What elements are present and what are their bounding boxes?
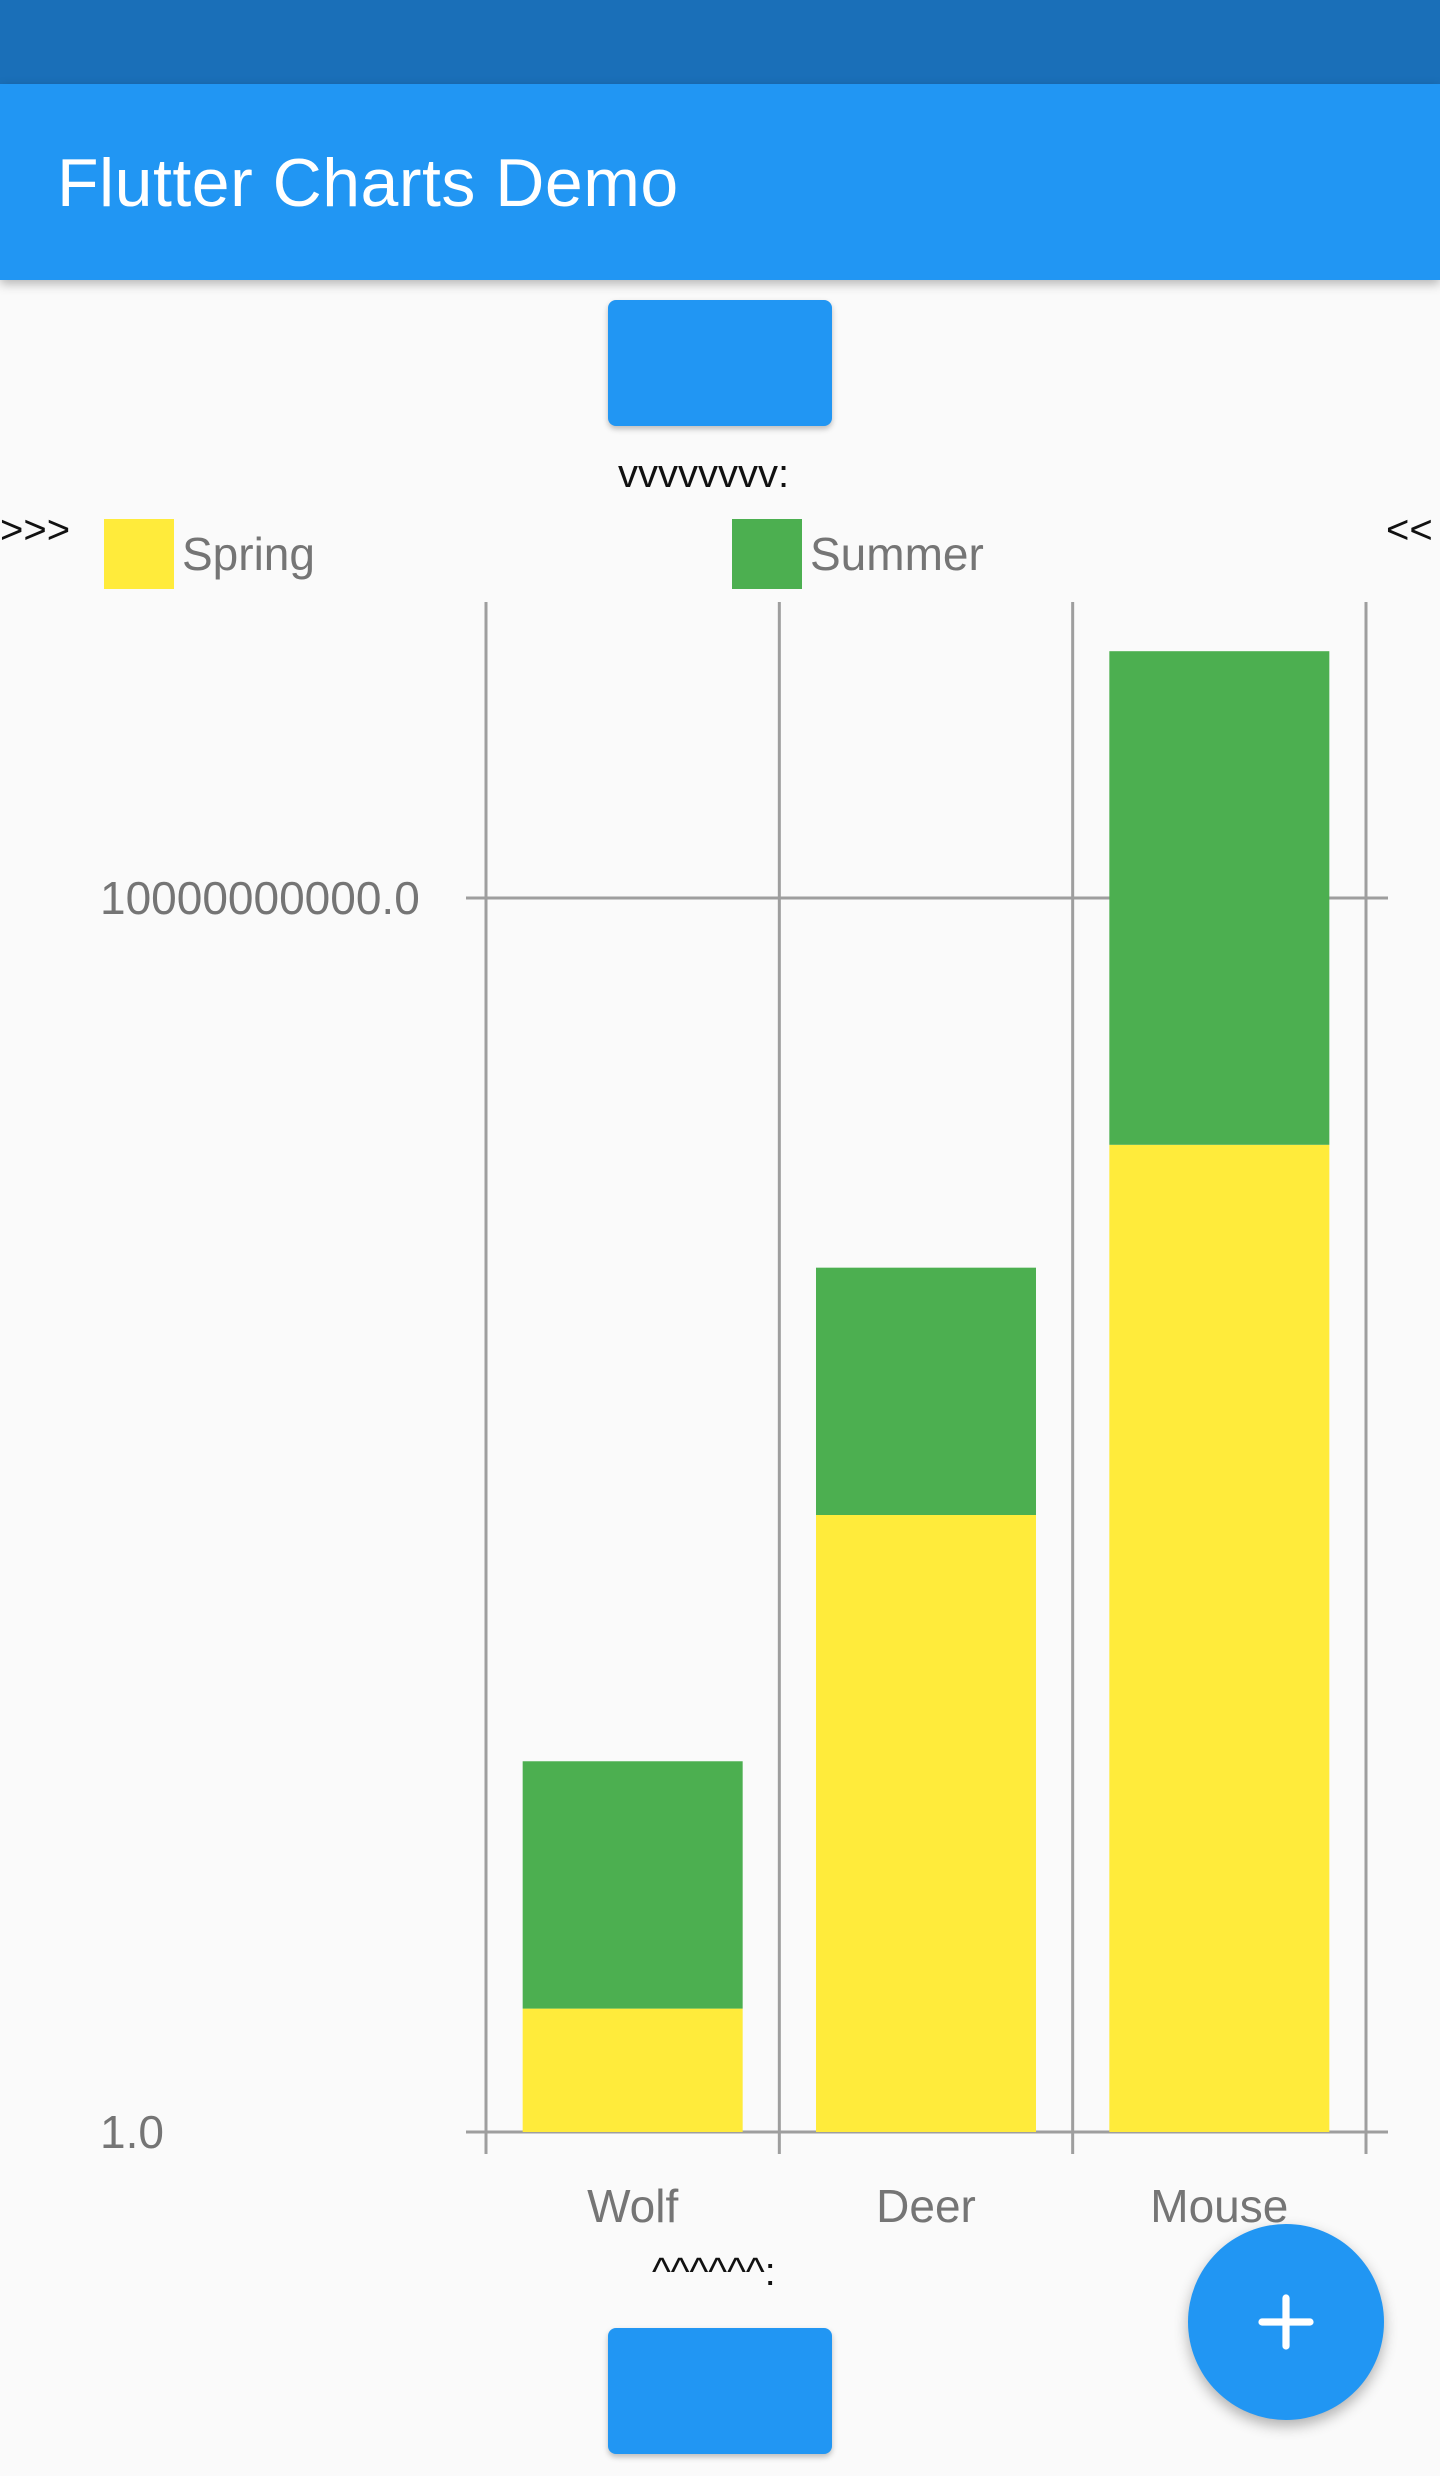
y-tick-label: 10000000000.0	[100, 872, 420, 924]
legend-label-summer: Summer	[810, 528, 984, 580]
bottom-marker-text: ^^^^^^:	[652, 2250, 776, 2294]
legend-item-summer[interactable]: Summer	[732, 518, 984, 590]
top-marker-text: vvvvvvvv:	[618, 452, 790, 496]
bar-summer-wolf	[522, 1761, 743, 2009]
add-fab-button[interactable]	[1188, 2224, 1384, 2420]
bar-spring-mouse	[1109, 1144, 1330, 2132]
status-bar	[0, 0, 1440, 84]
left-marker-text: >>>	[0, 508, 71, 552]
x-tick-label: Wolf	[587, 2180, 678, 2232]
top-button[interactable]	[608, 300, 832, 426]
y-tick-label: 1.0	[100, 2106, 164, 2158]
bottom-button[interactable]	[608, 2328, 832, 2454]
bar-summer-deer	[816, 1267, 1036, 1515]
x-tick-label: Mouse	[1150, 2180, 1288, 2232]
legend-swatch-summer	[732, 519, 802, 589]
app-bar: Flutter Charts Demo	[0, 84, 1440, 280]
legend-swatch-spring	[104, 519, 174, 589]
plus-icon	[1258, 2294, 1314, 2350]
legend-item-spring[interactable]: Spring	[104, 518, 315, 590]
right-marker-text: <<	[1386, 508, 1433, 552]
x-tick-label: Deer	[876, 2180, 976, 2232]
legend-label-spring: Spring	[182, 528, 315, 580]
bar-spring-deer	[816, 1515, 1036, 2132]
bar-summer-mouse	[1109, 651, 1330, 1145]
bar-spring-wolf	[522, 2008, 743, 2132]
stacked-bar-chart: 1.0 10000000000.0 Wolf Deer Mouse	[100, 602, 1388, 2232]
app-title: Flutter Charts Demo	[57, 145, 679, 221]
